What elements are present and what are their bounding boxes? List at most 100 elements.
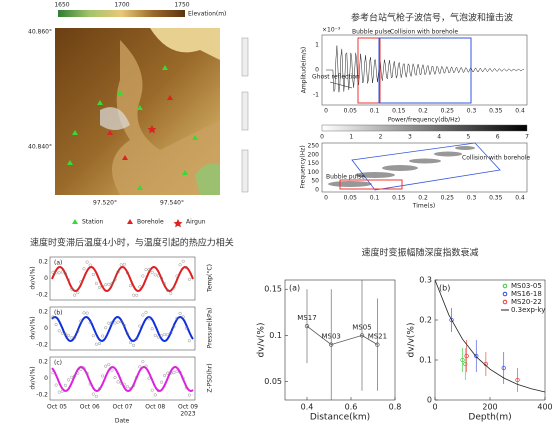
annotation: Collision with borehole (390, 29, 458, 36)
title: 速度时变振幅随深度指数衰减 (361, 247, 478, 259)
dot (57, 390, 61, 394)
arrow (329, 81, 353, 89)
legend-label: MS20-22 (511, 298, 542, 306)
dot (97, 342, 101, 346)
tick-label: Oct 06 (80, 404, 100, 411)
y-tick-label: 0.05 (264, 377, 282, 386)
dot (159, 276, 163, 280)
tick-label: Oct 05 (47, 404, 67, 411)
dot (187, 339, 191, 343)
dot (73, 335, 77, 339)
dot (104, 326, 108, 330)
dot (101, 374, 105, 378)
x-tick-label: 0 (432, 403, 437, 412)
tick-label: -0.2 (36, 392, 48, 399)
y-tick-label: 0.2 (419, 316, 432, 325)
dot (144, 268, 148, 272)
dot (51, 371, 55, 375)
tick-label: 1750 (174, 2, 189, 9)
tick-label: 50 (311, 178, 319, 185)
tick-label: 2 (379, 134, 383, 141)
dot (147, 317, 151, 321)
dot (178, 263, 182, 267)
tick-label: 0 (320, 134, 324, 141)
terrain (195, 163, 220, 195)
tick-label: 4 (437, 134, 441, 141)
tick-label: 97.540° (160, 200, 184, 207)
point (375, 342, 380, 347)
tick-label: 97.520° (93, 200, 117, 207)
legend-icons (72, 219, 183, 228)
dot (141, 274, 145, 278)
dot (110, 321, 114, 325)
y-tick-label: 0.3 (419, 276, 432, 285)
tick-label: 0 (315, 187, 319, 194)
tick-label: 0.2 (418, 108, 428, 115)
point-label: MS03 (322, 333, 341, 341)
x-tick-label: 0.4 (301, 403, 314, 412)
dot (138, 285, 142, 289)
panel-frames (49, 256, 196, 401)
axis-label: Pressure(kPa) (207, 308, 214, 349)
point (329, 342, 334, 347)
dot (119, 263, 123, 267)
x-tick-label: 0.6 (345, 403, 358, 412)
x-tick-label: 200 (482, 403, 497, 412)
dot (57, 329, 61, 333)
dot (113, 278, 117, 282)
dot (147, 376, 151, 380)
tick-label: Oct 08 (145, 404, 165, 411)
dot (122, 323, 126, 327)
legend-label: 0.3exp-ky (511, 306, 545, 314)
tick-label: 0.2 (38, 259, 48, 266)
dots (51, 259, 191, 398)
dot (82, 366, 86, 370)
tick-label: Oct 09 (178, 404, 198, 411)
x-tick-label: 400 (537, 403, 552, 412)
tick-label: 100 (308, 169, 320, 176)
dot (128, 284, 132, 288)
dot (175, 316, 179, 320)
dot (60, 389, 64, 393)
dot (73, 293, 77, 297)
panel-label: (a) (54, 260, 62, 267)
tick-label: 0.2 (38, 309, 48, 316)
tick-label: -0.2 (36, 292, 48, 299)
dot (178, 370, 182, 374)
dot (63, 332, 67, 336)
colorbar-label: Power/frequency(db/Hz) (388, 117, 460, 124)
dot (107, 321, 111, 325)
tick-label: 200 (308, 151, 320, 158)
dot (172, 325, 176, 329)
dot (79, 280, 83, 284)
dot (138, 365, 142, 369)
dot (163, 282, 167, 286)
dot (150, 388, 154, 392)
colorbar (58, 10, 185, 17)
box (357, 37, 381, 104)
dot (51, 315, 55, 319)
axis-label: Temp(°C) (207, 264, 214, 293)
dot (184, 386, 188, 390)
dot (153, 393, 157, 397)
point-label: MS17 (297, 314, 316, 322)
tick-label: 0.1 (370, 108, 380, 115)
panel-label: (a) (289, 284, 300, 293)
terrain (150, 28, 220, 60)
tick-label: 0.05 (344, 108, 358, 115)
dot (166, 289, 170, 293)
dot (125, 271, 129, 275)
dot (79, 367, 83, 371)
axis-label: Z-PSD(hr) (207, 363, 214, 392)
tick-label: 0 (44, 275, 48, 282)
dot (138, 324, 142, 328)
boreholes (107, 95, 173, 160)
dot (150, 270, 154, 274)
panel-label: (c) (54, 360, 62, 367)
dot (113, 376, 117, 380)
tick-label: 0.25 (441, 108, 455, 115)
dot (135, 375, 139, 379)
dot (166, 333, 170, 337)
dot (122, 382, 126, 386)
